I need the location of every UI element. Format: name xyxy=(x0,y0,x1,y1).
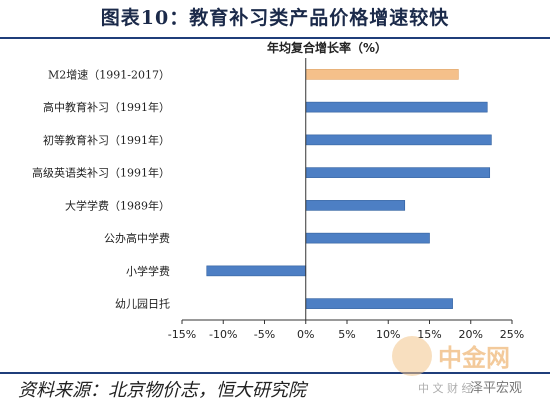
x-tick-label-1: -10% xyxy=(209,328,237,341)
x-tick-label-3: 0% xyxy=(297,328,314,341)
title-band xyxy=(0,0,550,36)
source-note: 资料来源：北京物价志，恒大研究院 xyxy=(18,380,306,401)
bar-2 xyxy=(305,134,492,146)
bar-3 xyxy=(305,167,491,178)
watermark-subtext: 中 文 财 经 xyxy=(418,382,473,395)
category-label-4: 大学学费（1989年） xyxy=(65,198,170,212)
x-tick-label-7: 20% xyxy=(459,328,483,341)
x-tick-label-2: -5% xyxy=(254,328,275,341)
x-tick-label-5: 10% xyxy=(376,328,400,341)
bar-chart: 年均复合增长率（%） M2增速（1991-2017） 高中教育补习（1991年） 初等… xyxy=(32,40,524,341)
bar-1 xyxy=(305,101,488,113)
page-title: 图表10：教育补习类产品价格增速较快 xyxy=(100,7,450,29)
category-label-0: M2增速（1991-2017） xyxy=(48,67,170,81)
bar-4 xyxy=(305,200,406,211)
x-tick-label-8: 25% xyxy=(500,328,524,341)
title-rule xyxy=(0,37,550,39)
bar-7 xyxy=(305,298,453,309)
chart-title: 年均复合增长率（%） xyxy=(267,40,387,55)
wechat-account-label: 泽平宏观 xyxy=(470,381,523,396)
category-label-2: 初等教育补习（1991年） xyxy=(43,133,170,147)
category-label-6: 小学学费 xyxy=(126,264,170,278)
bar-5 xyxy=(305,232,430,244)
category-label-3: 高级英语类补习（1991年） xyxy=(32,166,170,180)
category-label-5: 公办高中学费 xyxy=(104,231,170,245)
category-label-1: 高中教育补习（1991年） xyxy=(43,100,170,114)
bar-0 xyxy=(305,69,459,80)
x-tick-label-0: -15% xyxy=(168,328,196,341)
category-label-7: 幼儿园日托 xyxy=(115,297,170,311)
x-tick-label-6: 15% xyxy=(417,328,441,341)
bar-6 xyxy=(206,265,307,277)
x-tick-label-4: 5% xyxy=(338,328,355,341)
watermark-brand: 中金网 xyxy=(438,344,510,372)
footer-band xyxy=(0,372,550,410)
watermark-logo-icon xyxy=(392,336,432,376)
